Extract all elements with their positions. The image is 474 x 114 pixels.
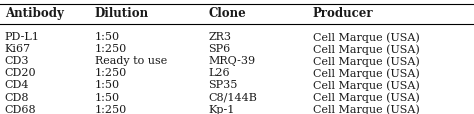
Text: CD3: CD3 — [5, 56, 29, 66]
Text: Ready to use: Ready to use — [95, 56, 167, 66]
Text: Cell Marque (USA): Cell Marque (USA) — [313, 80, 419, 90]
Text: Cell Marque (USA): Cell Marque (USA) — [313, 32, 419, 42]
Text: CD20: CD20 — [5, 68, 36, 78]
Text: Cell Marque (USA): Cell Marque (USA) — [313, 104, 419, 114]
Text: 1:50: 1:50 — [95, 32, 120, 42]
Text: CD68: CD68 — [5, 104, 36, 114]
Text: ZR3: ZR3 — [209, 32, 232, 42]
Text: L26: L26 — [209, 68, 230, 78]
Text: Kp-1: Kp-1 — [209, 104, 235, 114]
Text: CD4: CD4 — [5, 80, 29, 90]
Text: 1:250: 1:250 — [95, 104, 127, 114]
Text: Clone: Clone — [209, 7, 246, 20]
Text: Antibody: Antibody — [5, 7, 64, 20]
Text: MRQ-39: MRQ-39 — [209, 56, 255, 66]
Text: 1:250: 1:250 — [95, 68, 127, 78]
Text: Cell Marque (USA): Cell Marque (USA) — [313, 68, 419, 78]
Text: Cell Marque (USA): Cell Marque (USA) — [313, 56, 419, 66]
Text: 1:50: 1:50 — [95, 80, 120, 90]
Text: Cell Marque (USA): Cell Marque (USA) — [313, 92, 419, 102]
Text: Producer: Producer — [313, 7, 374, 20]
Text: 1:250: 1:250 — [95, 44, 127, 54]
Text: Cell Marque (USA): Cell Marque (USA) — [313, 44, 419, 54]
Text: Ki67: Ki67 — [5, 44, 31, 54]
Text: SP6: SP6 — [209, 44, 231, 54]
Text: C8/144B: C8/144B — [209, 92, 257, 102]
Text: CD8: CD8 — [5, 92, 29, 102]
Text: 1:50: 1:50 — [95, 92, 120, 102]
Text: PD-L1: PD-L1 — [5, 32, 40, 42]
Text: SP35: SP35 — [209, 80, 238, 90]
Text: Dilution: Dilution — [95, 7, 149, 20]
